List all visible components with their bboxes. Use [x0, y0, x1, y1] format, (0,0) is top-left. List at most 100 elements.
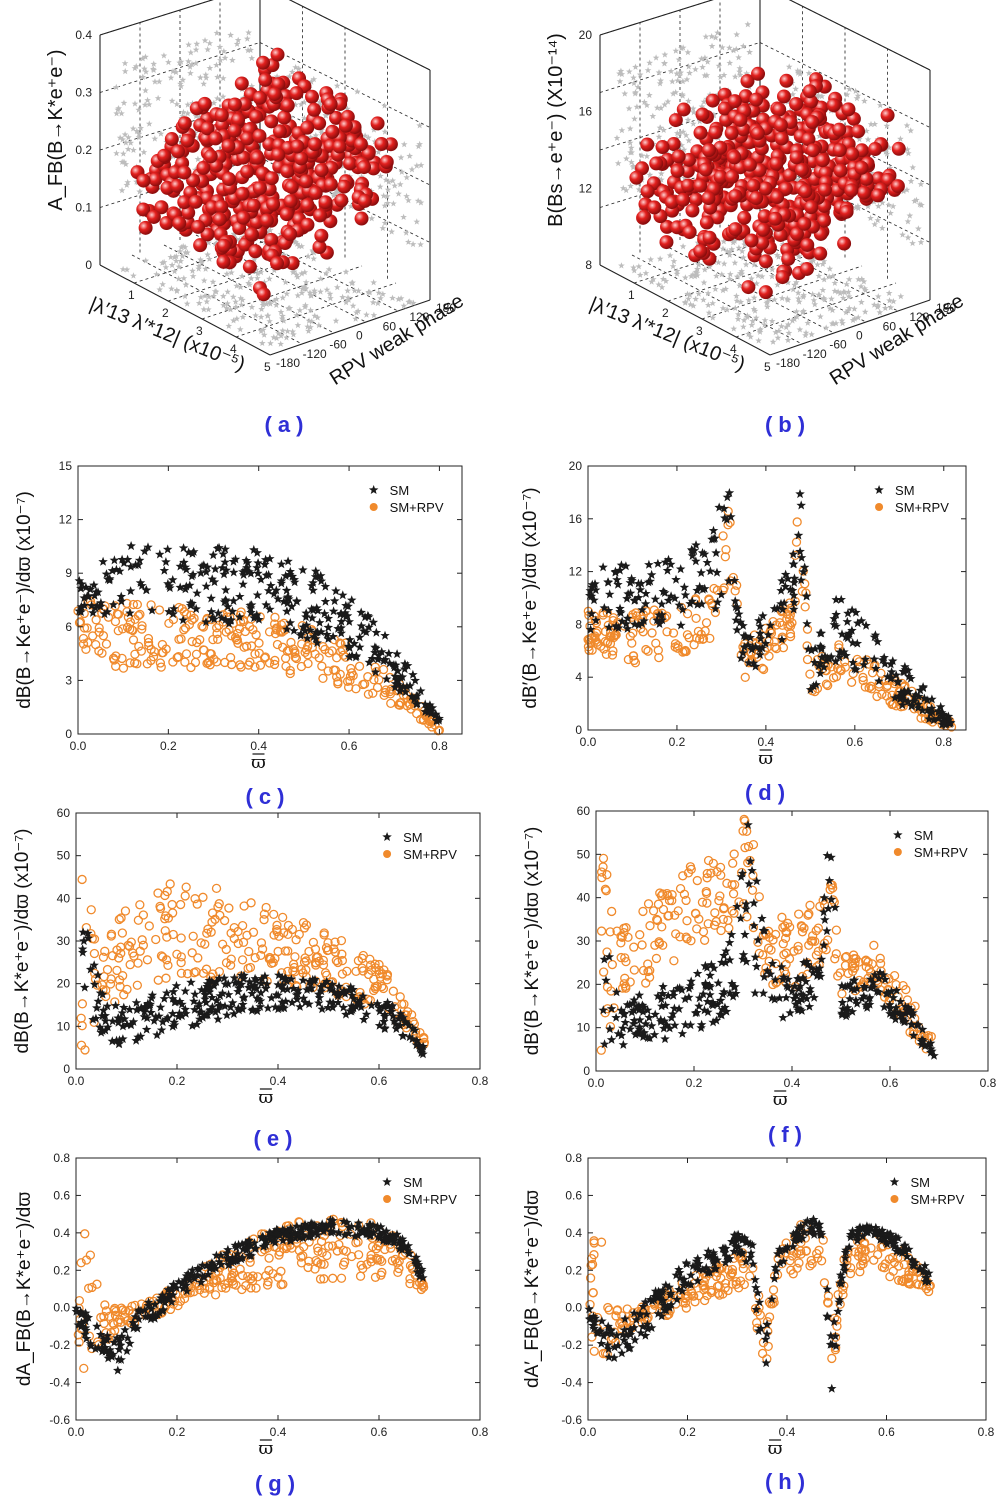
- shadow-point: [353, 309, 360, 316]
- sphere-point: [307, 102, 322, 117]
- shadow-point: [246, 281, 254, 288]
- sm-point: [831, 609, 841, 619]
- shadow-point: [854, 314, 862, 321]
- sm-point: [146, 1007, 156, 1017]
- shadow-point: [181, 243, 189, 251]
- rpv-point: [314, 653, 324, 663]
- sm-point: [164, 606, 174, 616]
- shadow-point: [302, 301, 309, 309]
- sm-point: [97, 989, 108, 999]
- wall-shadow-point: [140, 148, 148, 156]
- shadow-point: [283, 290, 291, 297]
- sm-point: [214, 542, 224, 552]
- series-sm-plus-rpv: [76, 874, 430, 1055]
- sphere-point: [671, 149, 686, 164]
- rpv-point: [598, 853, 609, 864]
- rpv-point: [619, 927, 629, 938]
- rpv-point: [207, 917, 217, 927]
- rpv-point: [805, 669, 815, 679]
- rpv-point: [337, 645, 348, 655]
- rpv-point: [872, 691, 882, 702]
- shadow-point: [768, 273, 776, 280]
- shadow-point: [189, 267, 196, 274]
- sm-point: [305, 625, 316, 635]
- sm-point: [679, 582, 690, 592]
- sm-point: [787, 585, 798, 595]
- rpv-point: [625, 977, 635, 987]
- sm-point: [420, 706, 430, 716]
- sphere-point: [749, 191, 764, 206]
- wall-shadow-point: [690, 120, 697, 127]
- rpv-point: [264, 954, 274, 964]
- sm-point: [211, 977, 222, 986]
- sm-point: [791, 999, 801, 1009]
- sphere-point: [751, 66, 766, 81]
- sm-point: [116, 591, 126, 601]
- sphere-point: [325, 124, 340, 139]
- shadow-point: [236, 325, 244, 333]
- sm-point: [692, 968, 703, 978]
- wall-shadow-point: [864, 136, 872, 143]
- shadow-point: [666, 252, 674, 259]
- sm-point: [944, 714, 954, 724]
- sphere-point: [270, 256, 285, 271]
- wall-shadow-point: [130, 146, 137, 153]
- wall-shadow-point: [656, 80, 664, 87]
- sphere-point: [180, 133, 195, 148]
- rpv-point: [694, 634, 705, 644]
- sm-point: [625, 588, 636, 598]
- rpv-point: [627, 638, 637, 648]
- sm-point: [122, 554, 133, 564]
- wall-shadow-point: [142, 53, 149, 60]
- sm-point: [420, 699, 430, 709]
- sm-point: [616, 1005, 627, 1015]
- wall-shadow-point: [656, 124, 664, 131]
- rpv-point: [179, 625, 189, 635]
- wall-shadow-point: [186, 63, 194, 70]
- shadow-point: [733, 297, 741, 304]
- sm-point: [78, 927, 88, 937]
- sm-point: [388, 1011, 398, 1021]
- sm-point: [85, 964, 96, 974]
- sm-point: [586, 608, 597, 618]
- sm-point: [714, 502, 724, 512]
- rpv-point: [843, 968, 853, 979]
- sm-point: [298, 622, 308, 632]
- sphere-point: [244, 227, 259, 242]
- sm-point: [93, 996, 103, 1006]
- sm-point: [347, 595, 357, 605]
- sm-point: [938, 710, 949, 720]
- sm-point: [238, 999, 248, 1009]
- rpv-point: [709, 583, 719, 594]
- shadow-point: [197, 293, 205, 301]
- shadow-point: [718, 271, 726, 278]
- sm-point: [713, 978, 723, 988]
- sm-point: [805, 983, 815, 993]
- sm-point: [759, 925, 770, 935]
- shadow-point: [311, 289, 318, 296]
- shadow-point: [213, 239, 221, 246]
- sm-point: [187, 1020, 198, 1030]
- rpv-point: [224, 903, 234, 913]
- rpv-point: [705, 633, 715, 644]
- y-tick-label: 40: [57, 891, 71, 905]
- rpv-point: [722, 878, 732, 888]
- shadow-point: [306, 289, 314, 296]
- wall-shadow-point: [129, 125, 137, 132]
- shadow-point: [740, 316, 748, 324]
- wall-shadow-point: [388, 228, 395, 235]
- wall-shadow-point: [655, 133, 663, 140]
- sphere-point: [710, 210, 725, 225]
- sm-point: [674, 1004, 684, 1013]
- sm-point: [806, 645, 817, 655]
- rpv-point: [130, 649, 140, 659]
- legend-rpv-marker: [383, 850, 392, 858]
- sm-point: [328, 631, 338, 641]
- rpv-point: [867, 959, 877, 969]
- sphere-point: [267, 86, 282, 101]
- wall-shadow-point: [177, 82, 185, 90]
- rpv-point: [621, 983, 631, 993]
- sm-point: [866, 982, 876, 992]
- shadow-point: [277, 332, 285, 339]
- sm-point: [778, 974, 788, 984]
